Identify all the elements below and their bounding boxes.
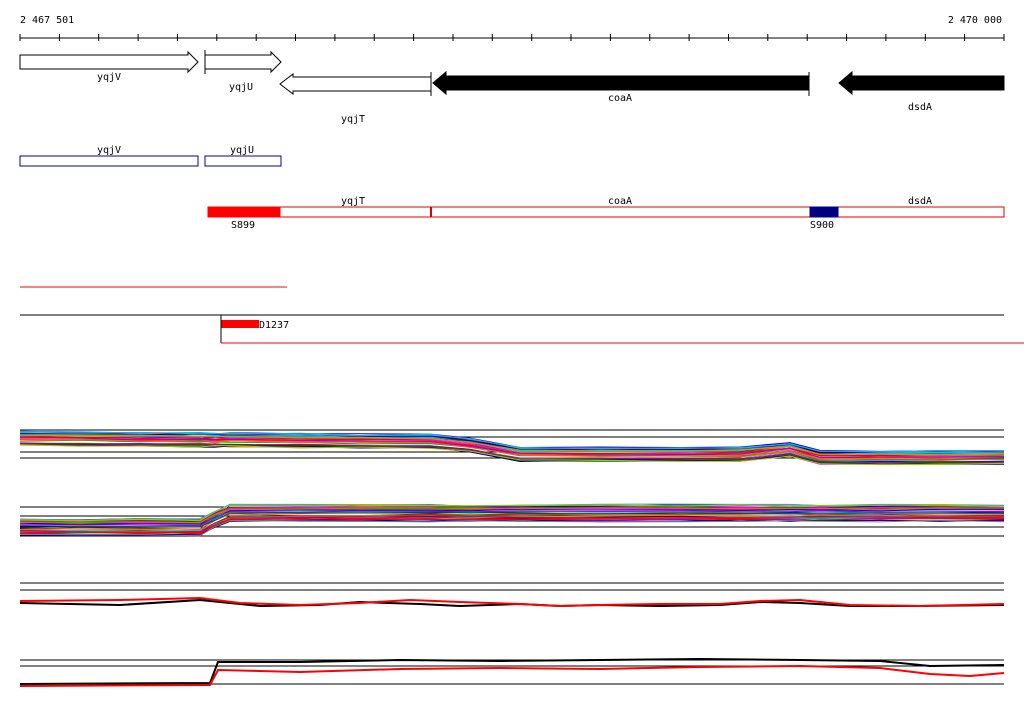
minus-track-label-dsda: dsdA <box>908 196 932 207</box>
gene-arrow-yqjv[interactable] <box>19 50 199 74</box>
gene-arrow-dsda[interactable] <box>838 70 1005 96</box>
feature-s899[interactable] <box>207 206 281 218</box>
gene-label-yqjt: yqjT <box>341 114 365 125</box>
feature-d1237[interactable] <box>221 320 259 328</box>
ruler-start-label: 2 467 501 <box>20 15 74 26</box>
feature-label-s899: S899 <box>231 220 255 231</box>
plus-track-label-yqjv: yqjV <box>97 145 121 156</box>
expression-traces-2 <box>19 503 1005 537</box>
gene-label-dsda: dsdA <box>908 102 932 113</box>
gene-arrow-yqju[interactable] <box>204 50 282 74</box>
minus-track-label-yqjt: yqjT <box>341 196 365 207</box>
expression-trace <box>19 519 1005 537</box>
feature-label-s900: S900 <box>810 220 834 231</box>
expression-trace <box>19 442 1005 464</box>
expression-trace <box>19 439 1005 461</box>
plus-track-box-yqju[interactable] <box>204 155 282 167</box>
expression-trace <box>19 443 1005 464</box>
expression-trace <box>19 515 1004 533</box>
expression-trace <box>19 511 1005 529</box>
coordinate-ruler: 2 467 501 2 470 000 <box>19 15 1005 41</box>
expression-trace <box>19 508 1005 525</box>
minus-track-label-coaa: coaA <box>608 196 632 207</box>
aggregate-trace-black-2 <box>19 657 1005 685</box>
expression-trace <box>19 504 1005 522</box>
expression-trace <box>19 509 1005 527</box>
feature-label-d1237: D1237 <box>259 320 289 331</box>
expression-trace <box>19 430 1005 453</box>
aggregate-trace-red-2 <box>19 664 1005 687</box>
feature-s900[interactable] <box>809 206 839 218</box>
ruler-end-label: 2 470 000 <box>948 15 1002 26</box>
expression-trace <box>19 434 1005 456</box>
expression-panel-1 <box>19 429 1005 466</box>
expression-panel-3 <box>19 582 1005 608</box>
gene-track: yqjV yqjU yqjT coaA dsdA <box>19 50 1005 125</box>
gene-label-yqjv: yqjV <box>97 72 121 83</box>
expression-trace <box>19 437 1005 459</box>
plus-track-box-yqjv[interactable] <box>19 155 199 167</box>
expression-panel-2 <box>19 503 1005 537</box>
expression-panel-4 <box>19 657 1005 687</box>
minus-track-box[interactable] <box>207 206 1005 218</box>
gene-label-coaa: coaA <box>608 93 632 104</box>
ruler-ticks <box>19 34 1005 41</box>
expression-trace <box>19 507 1005 524</box>
plus-strand-track: yqjV yqjU <box>19 145 282 167</box>
expression-trace <box>19 515 1005 533</box>
minus-strand-track: yqjT coaA dsdA S899 S900 <box>207 196 1005 231</box>
expression-trace <box>19 444 1005 466</box>
gene-arrow-coaa[interactable] <box>432 70 810 96</box>
segment-track: D1237 <box>20 286 1024 344</box>
gene-arrow-yqjt[interactable] <box>279 72 432 96</box>
plus-track-label-yqju: yqjU <box>230 145 254 156</box>
expression-traces-1 <box>19 430 1005 466</box>
aggregate-trace-red <box>19 596 1005 608</box>
gene-label-yqju: yqjU <box>229 82 253 93</box>
